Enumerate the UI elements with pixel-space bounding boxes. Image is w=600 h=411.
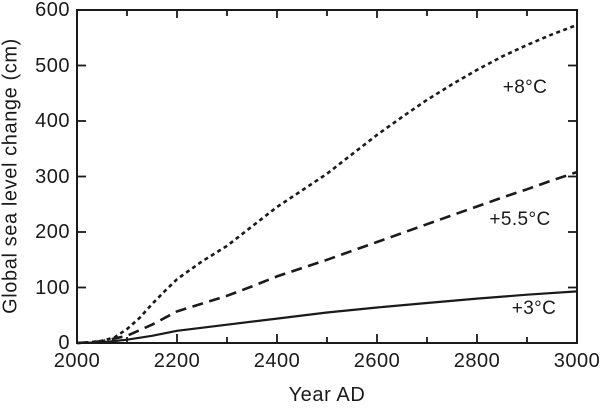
y-tick-label-0: 0 bbox=[58, 332, 70, 354]
y-tick-label-500: 500 bbox=[35, 54, 70, 77]
curve-label-3-c: +3°C bbox=[511, 298, 557, 320]
series-line-5.5-c bbox=[76, 170, 578, 345]
x-tick-label-2000: 2000 bbox=[53, 350, 101, 372]
x-tick-label-2600: 2600 bbox=[353, 350, 401, 372]
x-tick-label-2200: 2200 bbox=[153, 350, 201, 372]
x-tick-label-3000: 3000 bbox=[553, 350, 600, 372]
curve-label-5.5-c: +5.5°C bbox=[489, 208, 551, 230]
curve-label-8-c: +8°C bbox=[502, 76, 548, 98]
series-line-3-c bbox=[76, 290, 578, 345]
y-tick-label-600: 600 bbox=[35, 0, 70, 21]
y-tick-label-400: 400 bbox=[35, 110, 70, 132]
y-tick-label-200: 200 bbox=[35, 221, 70, 243]
x-tick-label-2800: 2800 bbox=[453, 350, 501, 372]
y-tick-label-300: 300 bbox=[35, 165, 70, 188]
x-tick-label-2400: 2400 bbox=[253, 350, 301, 372]
y-tick-label-100: 100 bbox=[35, 276, 70, 299]
series-line-8-c bbox=[76, 23, 578, 345]
axes-frame bbox=[76, 9, 578, 344]
x-axis-label: Year AD bbox=[288, 384, 366, 406]
